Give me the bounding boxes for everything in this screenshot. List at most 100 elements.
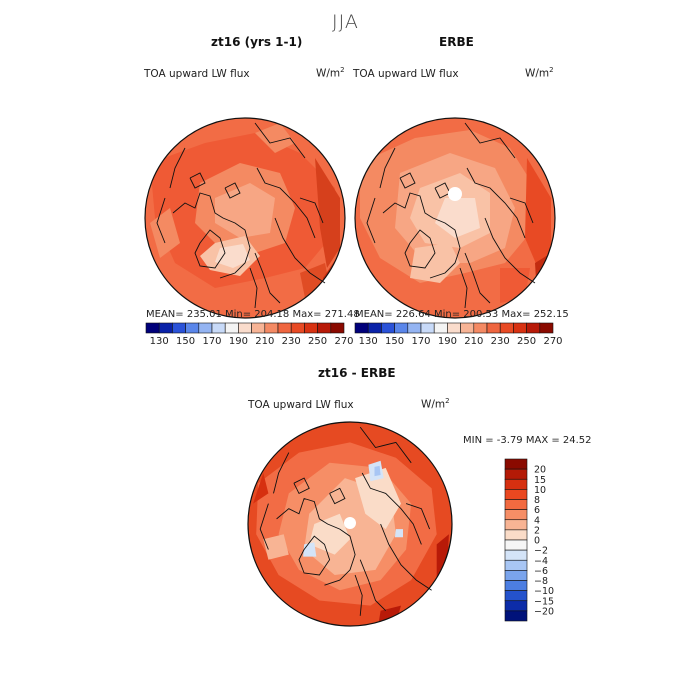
cbar-model-swatch-5: [211, 322, 226, 334]
diff-contour-patch-7: [394, 529, 403, 538]
cbar-obs-swatch-10: [486, 322, 501, 334]
model-contour-patch-2: [215, 183, 275, 238]
diff-coastline-7: [259, 503, 269, 550]
diff-contour-patch-6: [303, 542, 317, 557]
model-coastline-11: [249, 267, 258, 309]
diff-variable-label: TOA upward LW flux: [248, 399, 354, 411]
model-stats: MEAN= 235.01 Min= 204.18 Max= 271.48: [146, 309, 360, 320]
obs-contour-patch-5: [525, 158, 551, 273]
cbar-obs-swatch-13: [526, 322, 541, 334]
cbar-obs-swatch-3: [394, 322, 409, 334]
cbar-obs-swatch-8: [460, 322, 475, 334]
diff-coastline-6: [273, 452, 290, 494]
diff-contour-patch-8: [374, 465, 381, 477]
diff-colorbar-swatch-2: [504, 478, 528, 490]
cbar-model-swatch-12: [304, 322, 318, 334]
cbar-obs-tick-label-5: 230: [491, 336, 510, 347]
cbar-model-swatch-0: [145, 322, 160, 334]
cbar-model-tick-label-5: 230: [282, 336, 301, 347]
obs-coastline-2: [464, 252, 491, 304]
obs-polar-map: [354, 117, 556, 319]
diff-colorbar-tick-label-12: −10: [534, 586, 554, 597]
diff-coastline-5: [359, 426, 412, 464]
model-coastline-9: [224, 182, 241, 199]
cbar-model-tick-label-6: 250: [308, 336, 327, 347]
diff-colorbar-swatch-7: [504, 529, 528, 541]
diff-colorbar-tick-label-6: 2: [534, 525, 540, 536]
diff-coastline-11: [354, 574, 363, 616]
model-coastline-2: [254, 252, 281, 304]
cbar-model-swatch-2: [172, 322, 186, 334]
diff-colorbar-swatch-11: [504, 570, 528, 581]
diff-colorbar-swatch-14: [504, 600, 528, 612]
diff-coastline-4: [361, 472, 422, 545]
cbar-obs-swatch-0: [354, 322, 369, 334]
obs-colorbar: 130 150 170 190 210 230 250 270: [354, 322, 563, 347]
cbar-obs-swatch-2: [381, 322, 395, 334]
obs-map-border: [354, 117, 556, 319]
model-polar-map: [144, 117, 346, 319]
model-coastline-6: [169, 147, 186, 189]
diff-colorbar-tick-label-2: 10: [534, 485, 546, 496]
model-map-border: [144, 117, 346, 319]
diff-map-border: [247, 421, 453, 627]
diff-colorbar-swatch-0: [504, 458, 528, 470]
cbar-model-tick-label-3: 190: [229, 336, 248, 347]
diff-colorbar-swatch-4: [504, 499, 528, 510]
diff-colorbar-swatch-9: [504, 549, 528, 561]
cbar-obs-swatch-5: [420, 322, 435, 334]
obs-coastline-10: [509, 197, 534, 224]
obs-contour-patch-3: [435, 198, 480, 238]
model-colorbar: 130 150 170 190 210 230 250 270: [145, 322, 354, 347]
obs-coastline-3: [484, 217, 536, 284]
cbar-model-tick-label-2: 170: [202, 336, 221, 347]
diff-units-label: W/m2: [421, 397, 450, 411]
obs-panel-title: ERBE: [439, 35, 474, 49]
diff-coastline-0: [276, 497, 356, 586]
cbar-obs-swatch-7: [447, 322, 461, 334]
cbar-model-swatch-10: [277, 322, 292, 334]
diff-coastline-8: [293, 477, 310, 495]
diff-coastline-2: [359, 559, 387, 612]
diff-colorbar-swatch-5: [504, 509, 528, 521]
diff-colorbar-swatch-1: [504, 468, 528, 480]
cbar-model-tick-label-4: 210: [255, 336, 274, 347]
cbar-model-swatch-6: [224, 322, 239, 334]
diff-coastline-9: [329, 487, 346, 505]
obs-coastline-7: [366, 197, 376, 244]
cbar-model-swatch-1: [158, 322, 173, 334]
diff-panel-title: zt16 - ERBE: [318, 366, 396, 380]
model-coastline-5: [254, 122, 306, 159]
cbar-obs-tick-label-3: 190: [438, 336, 457, 347]
diff-coastline-3: [380, 523, 432, 591]
diff-colorbar-swatch-3: [504, 489, 528, 500]
diff-colorbar-swatch-15: [504, 610, 528, 622]
obs-stats: MEAN= 226.64 Min= 200.53 Max= 252.15: [355, 309, 569, 320]
diff-contour-patch-4: [309, 513, 350, 555]
cbar-model-swatch-7: [238, 322, 252, 334]
diff-colorbar-tick-label-14: −20: [534, 606, 554, 617]
cbar-model-swatch-3: [185, 322, 200, 334]
obs-units-label: W/m2: [525, 66, 554, 80]
cbar-model-swatch-4: [198, 322, 213, 334]
obs-coastline-1: [404, 229, 436, 269]
season-title: JJA: [332, 11, 359, 33]
diff-colorbar-tick-label-9: −4: [534, 556, 548, 567]
diff-colorbar-tick-label-8: −2: [534, 546, 548, 557]
diff-colorbar-tick-label-11: −8: [534, 576, 548, 587]
obs-coastline-5: [464, 122, 516, 159]
model-panel-title: zt16 (yrs 1-1): [211, 35, 303, 49]
diff-colorbar-tick-label-5: 4: [534, 515, 540, 526]
diff-colorbar-tick-label-1: 15: [534, 475, 546, 486]
diff-polar-map: [247, 421, 453, 627]
diff-colorbar-swatch-13: [504, 590, 528, 602]
model-contour-patch-5: [315, 158, 340, 268]
diff-colorbar-tick-label-13: −15: [534, 596, 554, 607]
model-coastline-4: [256, 167, 316, 239]
model-variable-label: TOA upward LW flux: [144, 68, 250, 80]
obs-coastline-6: [379, 147, 396, 189]
model-coastline-7: [156, 197, 166, 244]
